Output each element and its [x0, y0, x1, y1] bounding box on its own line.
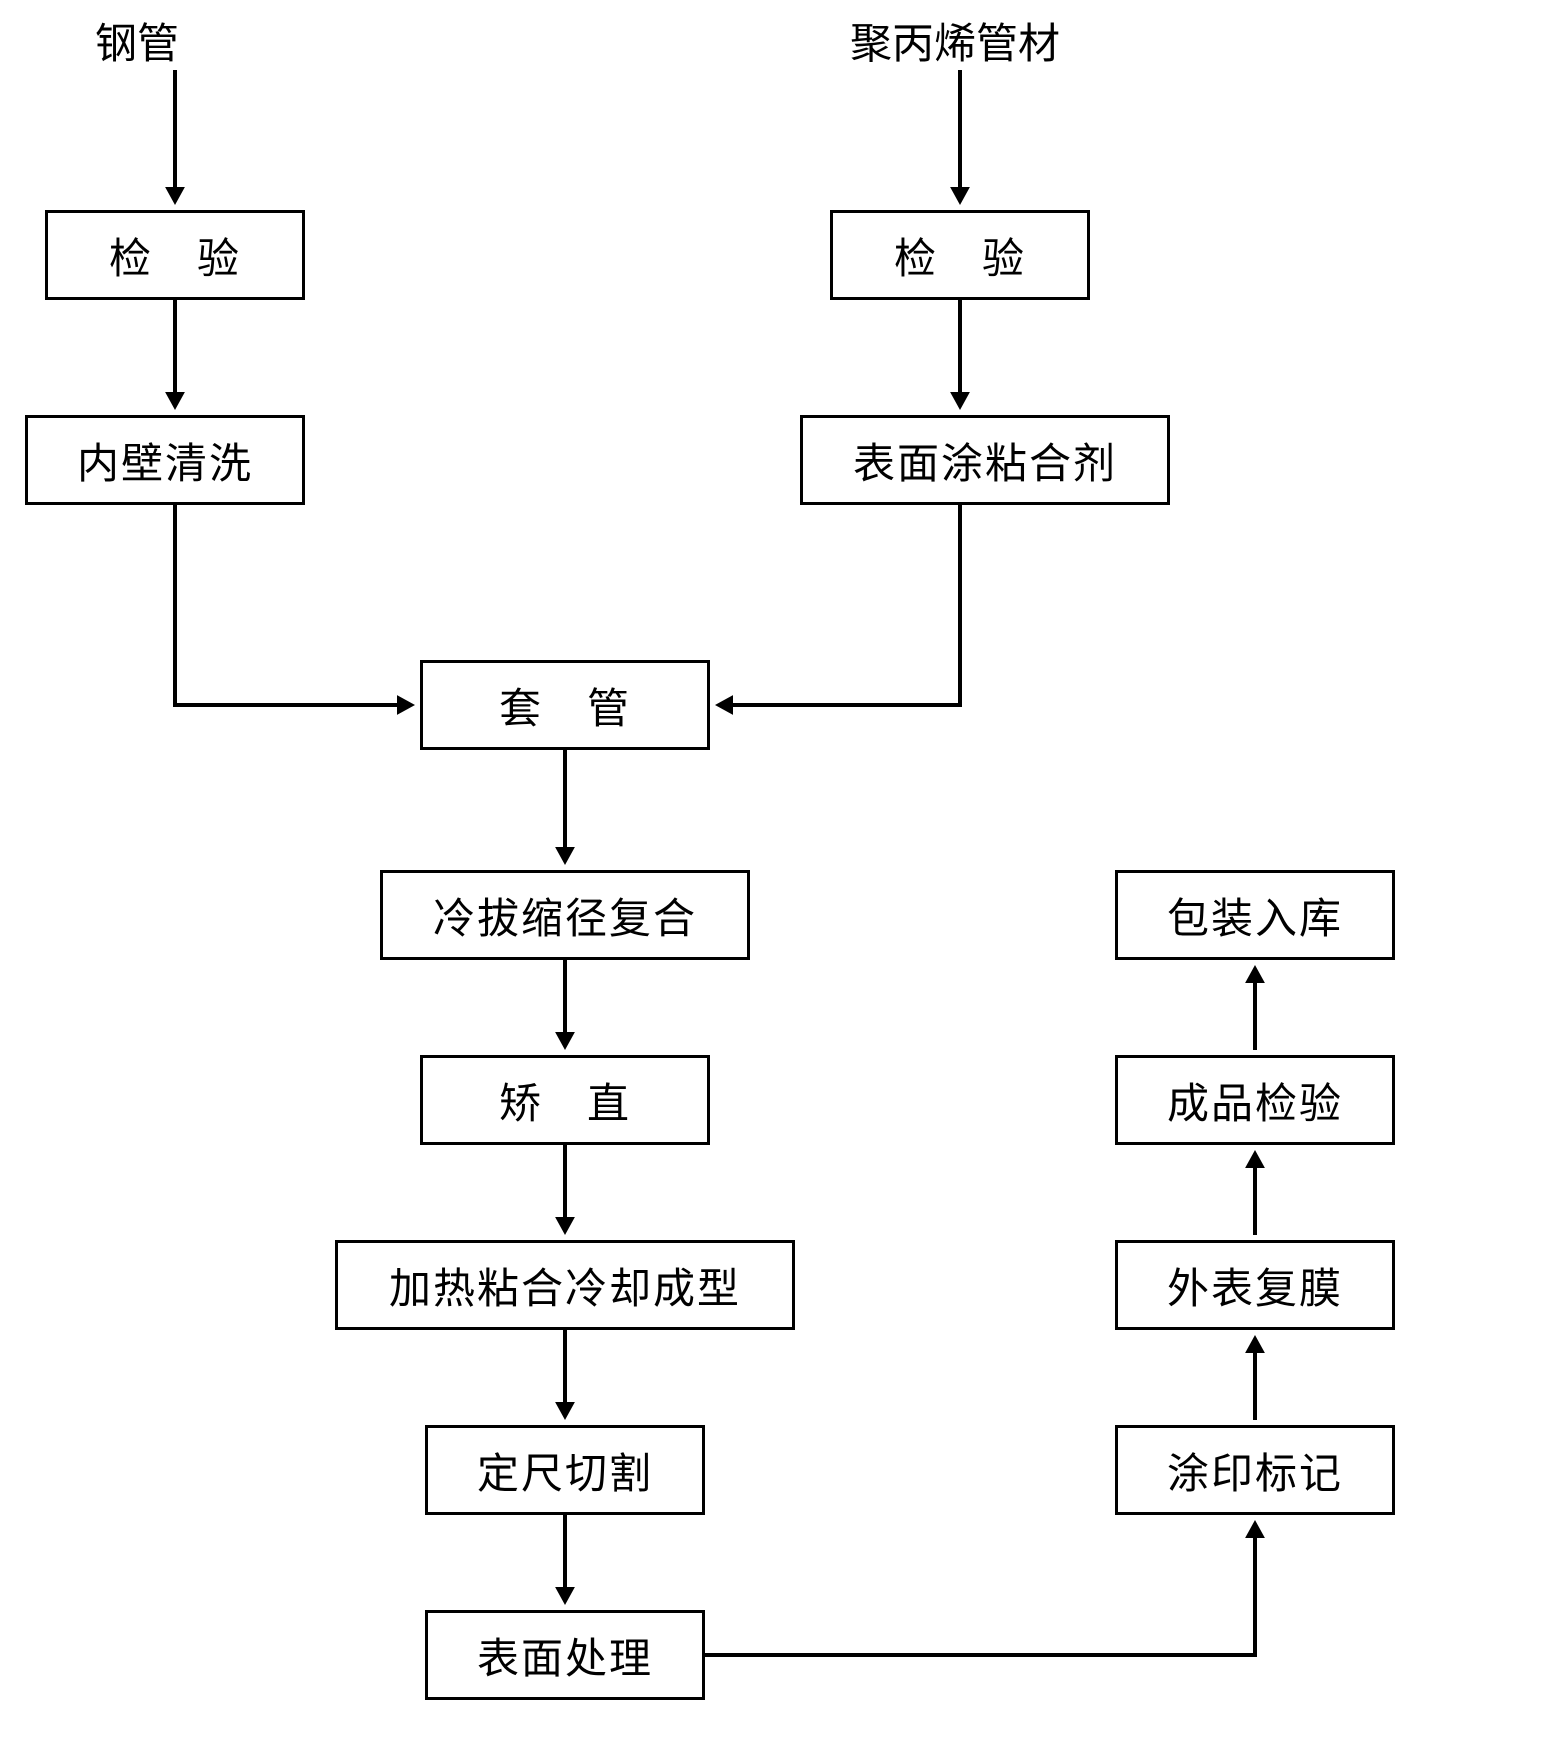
outer-film-node: 外表复膜 — [1115, 1240, 1395, 1330]
coat-adhesive-node: 表面涂粘合剂 — [800, 415, 1170, 505]
heat-bond-node: 加热粘合冷却成型 — [335, 1240, 795, 1330]
cut-length-node: 定尺切割 — [425, 1425, 705, 1515]
steel-pipe-label: 钢管 — [95, 10, 179, 71]
inspect-left-node: 检 验 — [45, 210, 305, 300]
pp-pipe-label: 聚丙烯管材 — [850, 10, 1060, 71]
cold-draw-node: 冷拔缩径复合 — [380, 870, 750, 960]
inner-clean-node: 内壁清洗 — [25, 415, 305, 505]
final-inspect-node: 成品检验 — [1115, 1055, 1395, 1145]
flowchart-canvas: 钢管 聚丙烯管材 检 验 内壁清洗 检 验 表面涂粘合剂 套 管 冷拔缩径复合 … — [0, 0, 1545, 1762]
pack-store-node: 包装入库 — [1115, 870, 1395, 960]
inspect-right-node: 检 验 — [830, 210, 1090, 300]
sleeve-node: 套 管 — [420, 660, 710, 750]
print-mark-node: 涂印标记 — [1115, 1425, 1395, 1515]
straighten-node: 矫 直 — [420, 1055, 710, 1145]
surface-treat-node: 表面处理 — [425, 1610, 705, 1700]
